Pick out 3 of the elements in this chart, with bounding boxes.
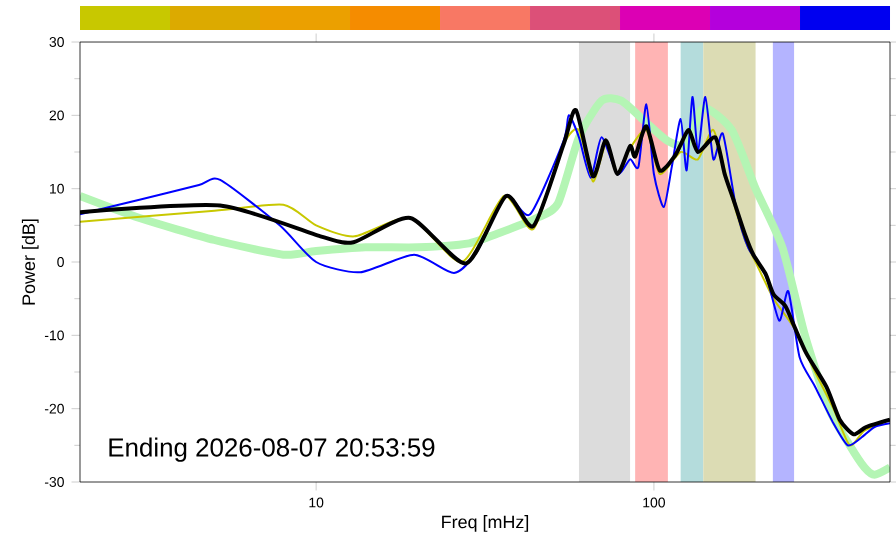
annotation: Ending 2026-08-07 20:53:59 [109,437,435,462]
x-axis-title: Freq [mHz] [442,515,529,532]
y-axis-title: Power [dB] [21,219,39,305]
